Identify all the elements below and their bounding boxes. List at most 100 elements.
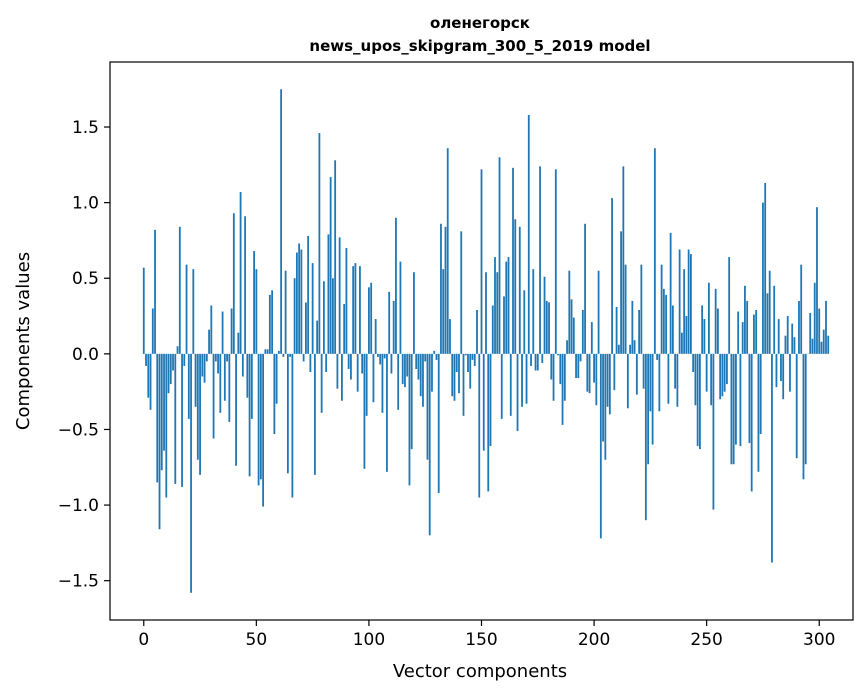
bar [388,291,391,354]
bar [183,353,186,366]
bar [768,270,771,354]
bar [223,353,226,401]
bar [262,353,264,507]
bar [304,302,307,354]
bar [313,353,316,475]
bar [320,353,323,413]
bar [284,270,287,354]
bar [271,290,274,354]
bar [467,353,469,372]
bar [685,316,688,354]
bar [449,319,451,354]
bar [701,305,704,354]
bar [527,114,530,354]
bar [244,216,246,354]
bar [728,257,731,354]
bar [640,264,643,354]
bar [352,266,355,354]
bar [435,353,438,360]
x-tick-label: 100 [353,630,385,650]
bar [699,353,701,450]
bar [793,337,796,354]
bar [550,353,553,380]
bar [478,353,481,498]
bar [172,353,174,371]
bar [169,353,172,385]
bar [199,353,201,475]
bar [273,353,276,434]
bar [617,344,620,354]
bar [773,285,776,354]
bar [343,303,346,354]
bar [631,300,634,354]
bar [442,269,445,354]
bar [523,290,526,354]
bar [735,353,737,445]
bar [392,300,395,354]
y-axis-label: Components values [13,252,34,430]
y-tick-label: 0.0 [72,345,99,365]
bar [545,300,548,354]
bar [638,310,641,354]
bar [676,353,679,407]
bar [633,340,636,354]
bar [210,305,213,354]
bar [525,353,528,404]
bar [406,353,409,377]
bar [289,353,292,357]
bar [302,353,305,362]
bar [496,272,499,354]
bar [419,353,422,397]
bar [595,353,598,406]
bar [708,282,710,354]
bar [590,322,593,354]
bar [726,353,728,385]
bar [395,217,397,354]
bar [160,353,163,471]
bar [530,353,532,366]
bar [744,285,746,354]
bar [514,219,517,354]
bar [368,287,370,354]
bar [680,332,683,354]
bar [444,226,447,354]
y-tick-label: −0.5 [58,420,99,440]
bar [386,353,388,472]
bar [813,282,816,354]
bar [359,266,361,354]
bar [753,314,755,354]
bar [816,207,818,354]
bar [615,306,618,354]
bar [771,353,773,563]
bar [176,346,179,354]
bar [250,353,253,419]
bar [671,305,674,354]
bar [678,249,681,354]
bar [554,169,557,354]
bar [471,353,474,360]
bar [341,353,343,401]
bar [658,353,661,412]
bar [158,353,161,530]
bar [786,316,789,354]
bar [455,353,458,372]
bar [703,319,706,354]
bar [226,353,228,362]
bar [689,254,692,354]
bar [214,353,217,362]
bar [345,248,348,354]
bar [178,226,181,354]
bar [568,270,571,354]
bar [509,353,512,416]
bar [235,353,237,466]
bar [205,353,208,362]
bar [381,353,384,413]
bar [347,353,350,369]
bar [253,251,255,354]
chart-subtitle: news_upos_skipgram_300_5_2019 model [309,37,650,55]
bar [190,353,192,593]
bar [203,353,206,383]
bar [581,310,584,354]
bar [282,353,285,357]
bar [613,353,616,391]
